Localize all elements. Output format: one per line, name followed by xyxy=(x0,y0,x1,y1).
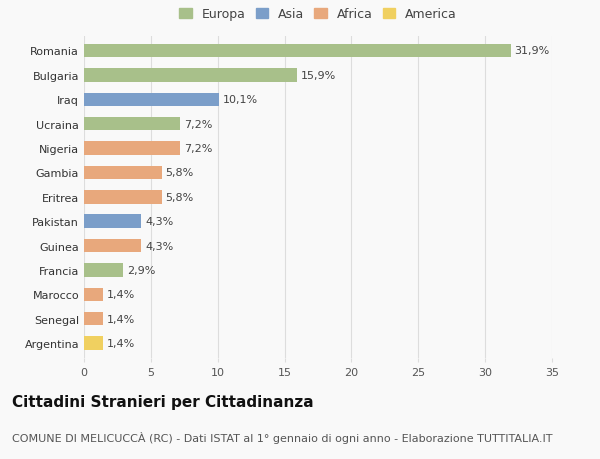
Bar xyxy=(84,166,161,180)
Bar xyxy=(84,69,296,82)
Text: 4,3%: 4,3% xyxy=(146,241,174,251)
Text: 15,9%: 15,9% xyxy=(301,71,336,81)
Text: 5,8%: 5,8% xyxy=(166,192,194,202)
Text: 1,4%: 1,4% xyxy=(107,338,135,348)
Bar xyxy=(84,142,180,156)
Bar xyxy=(84,288,103,302)
Text: 1,4%: 1,4% xyxy=(107,290,135,300)
Bar xyxy=(84,337,103,350)
Bar xyxy=(84,93,219,106)
Bar xyxy=(84,118,180,131)
Bar xyxy=(84,45,511,58)
Text: 31,9%: 31,9% xyxy=(515,46,550,56)
Text: 1,4%: 1,4% xyxy=(107,314,135,324)
Text: 5,8%: 5,8% xyxy=(166,168,194,178)
Text: 2,9%: 2,9% xyxy=(127,265,155,275)
Text: 4,3%: 4,3% xyxy=(146,217,174,227)
Bar xyxy=(84,239,142,253)
Legend: Europa, Asia, Africa, America: Europa, Asia, Africa, America xyxy=(175,5,461,25)
Text: 10,1%: 10,1% xyxy=(223,95,258,105)
Text: Cittadini Stranieri per Cittadinanza: Cittadini Stranieri per Cittadinanza xyxy=(12,394,314,409)
Bar xyxy=(84,190,161,204)
Bar xyxy=(84,313,103,326)
Text: 7,2%: 7,2% xyxy=(184,144,212,154)
Text: 7,2%: 7,2% xyxy=(184,119,212,129)
Text: COMUNE DI MELICUCCÀ (RC) - Dati ISTAT al 1° gennaio di ogni anno - Elaborazione : COMUNE DI MELICUCCÀ (RC) - Dati ISTAT al… xyxy=(12,431,553,442)
Bar xyxy=(84,215,142,229)
Bar xyxy=(84,264,123,277)
